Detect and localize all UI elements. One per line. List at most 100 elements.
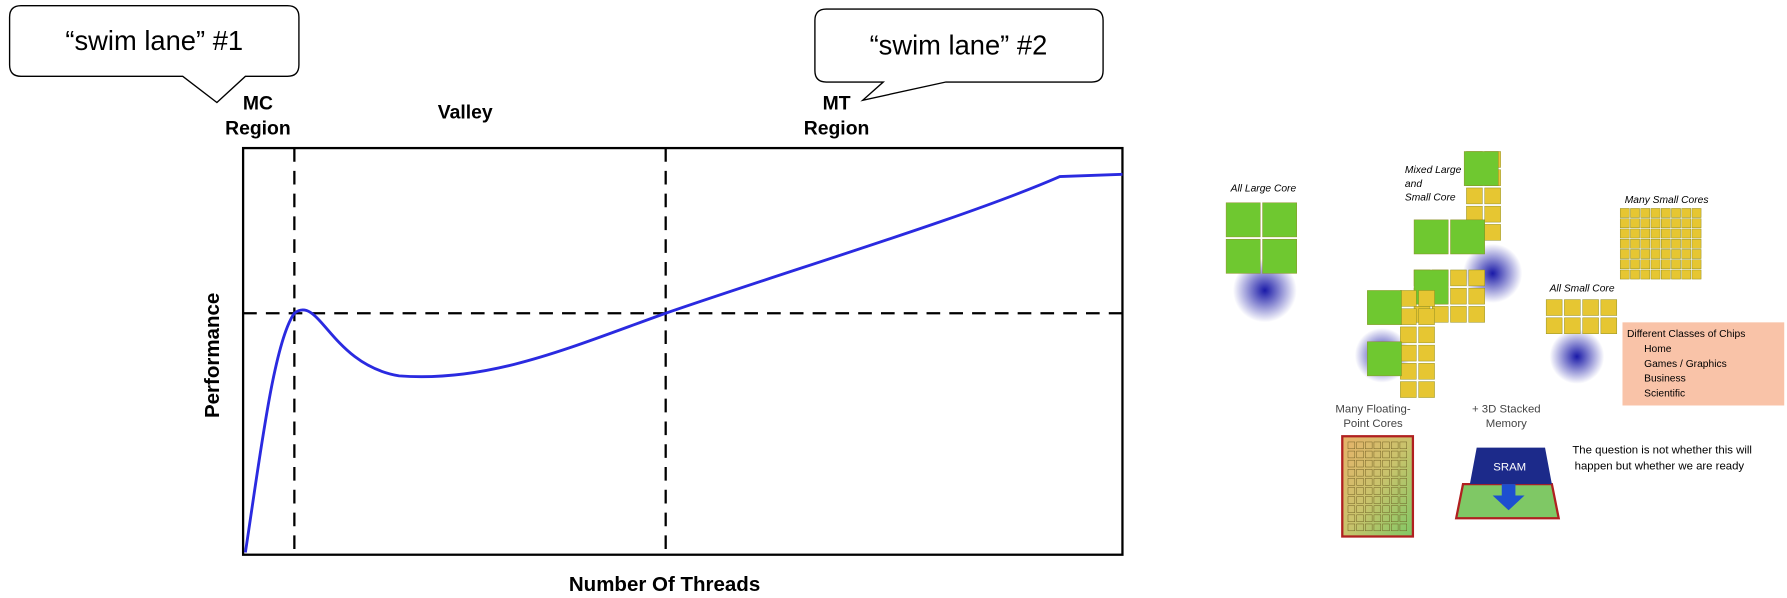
core	[1660, 208, 1671, 218]
core	[1660, 249, 1671, 259]
arrow	[1492, 484, 1525, 511]
region-label: Region	[225, 117, 291, 139]
fp-core	[1365, 459, 1373, 468]
fp-core	[1356, 441, 1364, 450]
core	[1484, 205, 1501, 223]
core	[1630, 269, 1640, 280]
core	[1650, 208, 1661, 218]
fp-core	[1373, 478, 1382, 486]
core	[1418, 344, 1435, 362]
core	[1640, 228, 1651, 239]
fp-core	[1399, 450, 1407, 459]
core	[1545, 299, 1563, 316]
core	[1671, 269, 1681, 280]
fp-core	[1373, 450, 1382, 459]
label: Games / Graphics	[1644, 359, 1727, 370]
fp-core	[1391, 496, 1399, 504]
core	[1671, 218, 1681, 229]
core	[1619, 269, 1630, 280]
fp-core	[1347, 459, 1356, 468]
core	[1418, 308, 1435, 325]
label: + 3D Stacked	[1472, 403, 1541, 415]
fp-core	[1365, 487, 1373, 495]
chip-diagram: All Large Core Mixed Large and Small Cor…	[1225, 151, 1785, 538]
core	[1691, 228, 1702, 239]
fp-core	[1373, 523, 1382, 532]
fp-core	[1399, 478, 1407, 486]
core	[1630, 208, 1640, 218]
core	[1691, 208, 1702, 218]
core	[1418, 326, 1435, 344]
core	[1262, 202, 1297, 238]
fp-core	[1391, 487, 1399, 495]
y-axis-label: Performance	[201, 293, 224, 418]
fp-core	[1382, 459, 1390, 468]
core	[1582, 299, 1599, 316]
core	[1600, 317, 1618, 334]
fp-core	[1373, 505, 1382, 513]
label: All Small Core	[1549, 284, 1615, 295]
callout-text: “swim lane” #1	[65, 25, 243, 56]
fp-core	[1399, 487, 1407, 495]
core	[1400, 308, 1417, 325]
core	[1619, 238, 1630, 249]
core	[1681, 269, 1692, 280]
fp-core	[1399, 496, 1407, 504]
core	[1671, 208, 1681, 218]
core	[1650, 218, 1661, 229]
label: Point Cores	[1343, 418, 1403, 430]
performance-curve	[243, 172, 1123, 553]
fp-core	[1382, 469, 1390, 477]
core	[1418, 290, 1435, 307]
fp-core	[1365, 514, 1373, 522]
fp-core	[1365, 469, 1373, 477]
core	[1691, 259, 1702, 270]
callout	[8, 5, 300, 104]
fp-core	[1399, 514, 1407, 522]
label: Different Classes of Chips	[1627, 329, 1745, 340]
fp-core	[1382, 478, 1390, 486]
sram-block	[1469, 447, 1552, 485]
core	[1660, 238, 1671, 249]
core	[1582, 317, 1599, 334]
core	[1640, 259, 1651, 270]
core	[1630, 249, 1640, 259]
label: Scientific	[1644, 388, 1685, 399]
fp-core	[1356, 496, 1364, 504]
core	[1413, 219, 1449, 255]
core	[1650, 269, 1661, 280]
core	[1225, 202, 1261, 238]
core	[1660, 259, 1671, 270]
core	[1671, 249, 1681, 259]
fp-core	[1382, 450, 1390, 459]
sram-label: SRAM	[1493, 461, 1526, 473]
core	[1468, 306, 1485, 323]
core	[1630, 218, 1640, 229]
fp-core	[1347, 469, 1356, 477]
fp-core	[1347, 505, 1356, 513]
core	[1418, 363, 1435, 380]
fp-core	[1356, 487, 1364, 495]
core	[1691, 218, 1702, 229]
core	[1650, 228, 1661, 239]
core	[1545, 317, 1563, 334]
fp-core	[1382, 523, 1390, 532]
fp-core	[1356, 459, 1364, 468]
fp-core	[1365, 478, 1373, 486]
core	[1400, 326, 1417, 344]
core	[1262, 238, 1297, 274]
fp-core	[1347, 496, 1356, 504]
core	[1367, 341, 1402, 377]
core	[1619, 228, 1630, 239]
fp-core	[1356, 505, 1364, 513]
fp-core	[1373, 496, 1382, 504]
fp-core	[1382, 487, 1390, 495]
core	[1691, 249, 1702, 259]
fp-core	[1373, 459, 1382, 468]
fp-core	[1347, 441, 1356, 450]
fp-core	[1391, 459, 1399, 468]
label: Business	[1644, 374, 1686, 385]
label: Memory	[1486, 418, 1527, 430]
core	[1640, 269, 1651, 280]
